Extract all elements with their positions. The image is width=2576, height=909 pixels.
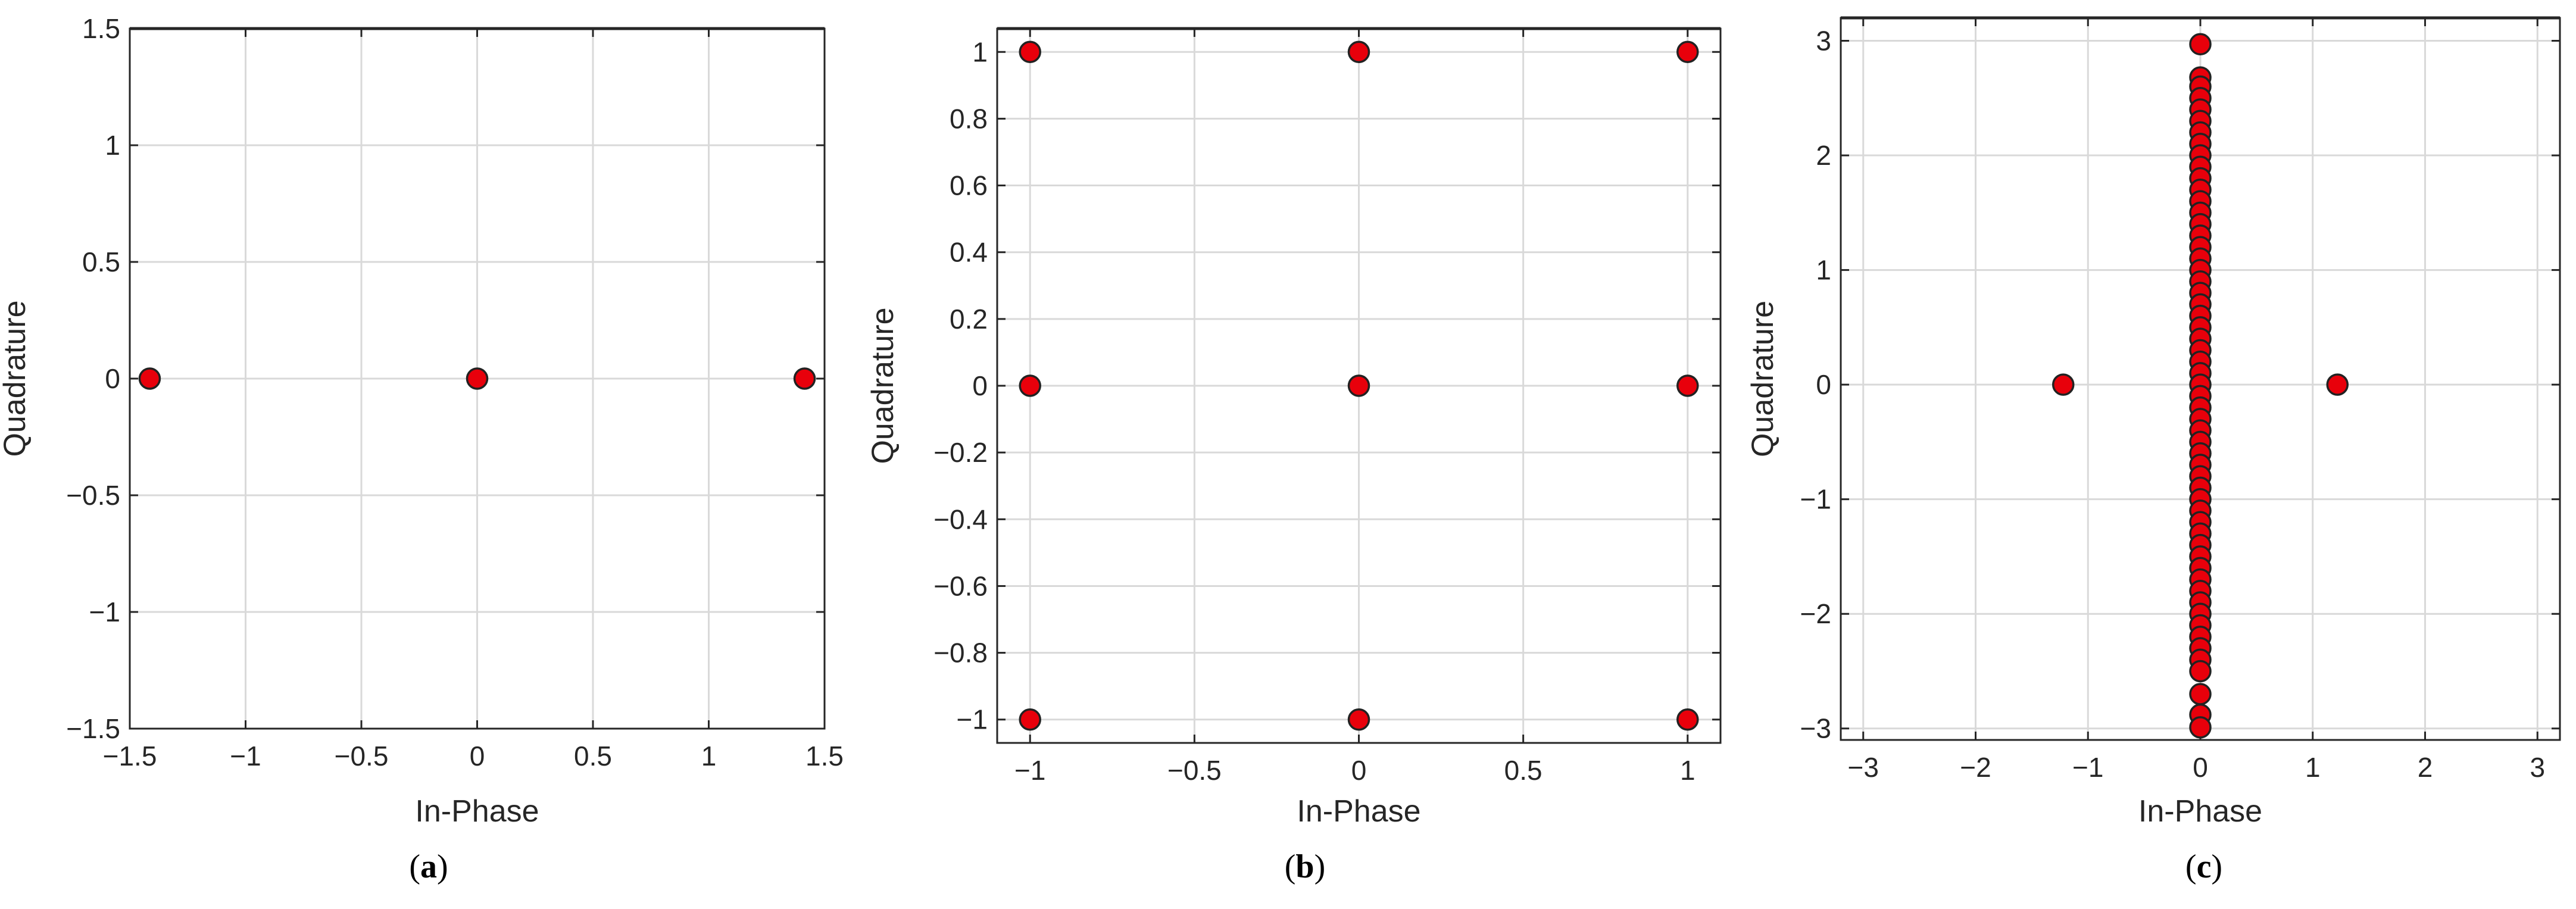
- panel-caption: (b): [1285, 848, 1325, 885]
- panel-a: −1.5 −1 −0.5 0 0.5 1 1.5 −1.5 −1 −0.5 0 0.5 1 1.5 In-P…: [0, 13, 844, 885]
- caption-close-paren: ): [2211, 848, 2222, 885]
- x-tick-label: −2: [1960, 752, 1991, 783]
- panel-caption: (c): [2185, 848, 2222, 885]
- constellation-point: [1676, 40, 1699, 64]
- constellation-point: [138, 367, 161, 390]
- constellation-point: [1019, 40, 1041, 64]
- x-tick-label: −1: [2072, 752, 2103, 783]
- x-tick-label: 0: [1351, 755, 1367, 786]
- y-axis-label: Quadrature: [1746, 301, 1780, 457]
- y-tick-label: −0.2: [933, 437, 988, 468]
- constellation-point: [1347, 374, 1370, 397]
- constellation-point: [1019, 374, 1041, 397]
- caption-letter: a: [420, 848, 437, 885]
- y-tick-label: 0.6: [950, 170, 988, 201]
- constellation-point: [1676, 708, 1699, 731]
- x-tick-label: −0.5: [335, 741, 389, 771]
- x-tick-label: 0: [2193, 752, 2208, 783]
- x-tick-label: 0: [470, 741, 485, 771]
- constellation-point: [1347, 708, 1370, 731]
- y-tick-label: 0.2: [950, 304, 988, 335]
- constellation-point: [1347, 40, 1370, 64]
- y-tick-label: 1.5: [82, 13, 120, 44]
- caption-open-paren: (: [2185, 848, 2197, 885]
- y-tick-label: 0: [972, 370, 988, 401]
- x-axis-label: In-Phase: [415, 794, 539, 829]
- y-tick-label: 0.8: [950, 103, 988, 134]
- x-axis-label: In-Phase: [1297, 794, 1420, 829]
- y-tick-label: 1: [1816, 255, 1831, 286]
- y-axis-label: Quadrature: [866, 307, 900, 464]
- y-tick-label: 2: [1816, 140, 1831, 171]
- x-tick-label: 1: [701, 741, 717, 771]
- constellation-point: [2189, 33, 2212, 56]
- y-tick-label: 1: [972, 36, 988, 67]
- x-tick-label: −1: [230, 741, 261, 771]
- x-tick-label: 0.5: [574, 741, 612, 771]
- x-axis-label: In-Phase: [2138, 794, 2262, 829]
- caption-letter: b: [1295, 848, 1314, 885]
- x-tick-label: −1.5: [103, 741, 157, 771]
- x-tick-label: 0.5: [1504, 755, 1543, 786]
- x-tick-label: −0.5: [1167, 755, 1222, 786]
- y-tick-label: −0.4: [933, 504, 988, 535]
- caption-close-paren: ): [437, 848, 448, 885]
- constellation-point: [2189, 660, 2212, 683]
- x-tick-label: 1: [1680, 755, 1696, 786]
- x-tick-label: −1: [1014, 755, 1045, 786]
- y-tick-label: 1: [105, 130, 120, 161]
- panel-c: −3 −2 −1 0 1 2 3 −3 −2 −1 0 1 2 3 In-Phase Quadrature (c…: [1746, 16, 2561, 885]
- caption-letter: c: [2197, 848, 2212, 885]
- constellation-point: [2052, 373, 2075, 396]
- x-tick-label: 1: [2305, 752, 2321, 783]
- y-tick-label: −1: [957, 704, 988, 735]
- caption-close-paren: ): [1314, 848, 1326, 885]
- caption-open-paren: (: [1285, 848, 1296, 885]
- y-tick-label: −2: [1800, 598, 1831, 629]
- constellation-point: [793, 367, 816, 390]
- constellation-point: [2326, 373, 2349, 396]
- y-tick-label: 3: [1816, 26, 1831, 57]
- constellation-point: [1019, 708, 1041, 731]
- y-tick-label: 0: [105, 363, 120, 394]
- y-tick-label: 0.5: [82, 246, 120, 277]
- y-tick-label: −1: [1800, 484, 1831, 515]
- constellation-point: [2189, 683, 2212, 705]
- y-tick-label: −1: [89, 596, 120, 627]
- constellation-point: [466, 367, 489, 390]
- y-tick-label: 0: [1816, 369, 1831, 400]
- y-tick-label: −0.8: [933, 638, 988, 669]
- y-axis-label: Quadrature: [0, 300, 32, 457]
- constellation-point: [1676, 374, 1699, 397]
- x-tick-label: 2: [2418, 752, 2433, 783]
- y-tick-label: −0.6: [933, 570, 988, 601]
- panel-b: −1 −0.5 0 0.5 1 −1 −0.8 −0.6 −0.4 −0.2 0 0.2 0.4 0.6 0…: [866, 27, 1722, 885]
- y-tick-label: −1.5: [66, 713, 120, 744]
- x-tick-label: −3: [1848, 752, 1879, 783]
- x-tick-label: 1.5: [805, 741, 844, 771]
- panel-caption: (a): [409, 848, 448, 885]
- y-tick-label: 0.4: [950, 237, 988, 268]
- constellation-point: [2189, 716, 2212, 739]
- y-tick-label: −3: [1800, 713, 1831, 744]
- x-tick-label: 3: [2530, 752, 2545, 783]
- y-tick-label: −0.5: [66, 480, 120, 511]
- caption-open-paren: (: [409, 848, 420, 885]
